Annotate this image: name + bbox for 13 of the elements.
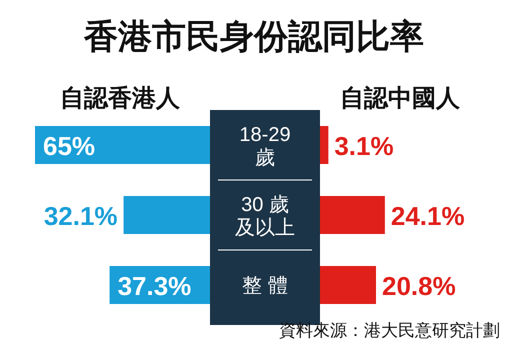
data-label: 32.1% bbox=[44, 201, 118, 231]
data-label: 37.3% bbox=[118, 271, 192, 301]
series-label: 自認中國人 bbox=[340, 85, 461, 112]
data-label: 20.8% bbox=[382, 271, 456, 301]
data-label: 3.1% bbox=[334, 131, 394, 161]
data-label: 24.1% bbox=[390, 201, 465, 231]
series-label: 自認香港人 bbox=[60, 85, 181, 112]
annotation: 資料來源：港大民意研究計劃 bbox=[279, 321, 500, 340]
y-tick-label: 30 歲及以上 bbox=[235, 194, 295, 239]
data-label: 65% bbox=[43, 131, 96, 161]
chart-title: 香港市民身份認同比率 bbox=[83, 18, 424, 56]
y-tick-label: 整 體 bbox=[242, 275, 288, 297]
y-tick-label: 18-29 歲 bbox=[239, 124, 291, 169]
